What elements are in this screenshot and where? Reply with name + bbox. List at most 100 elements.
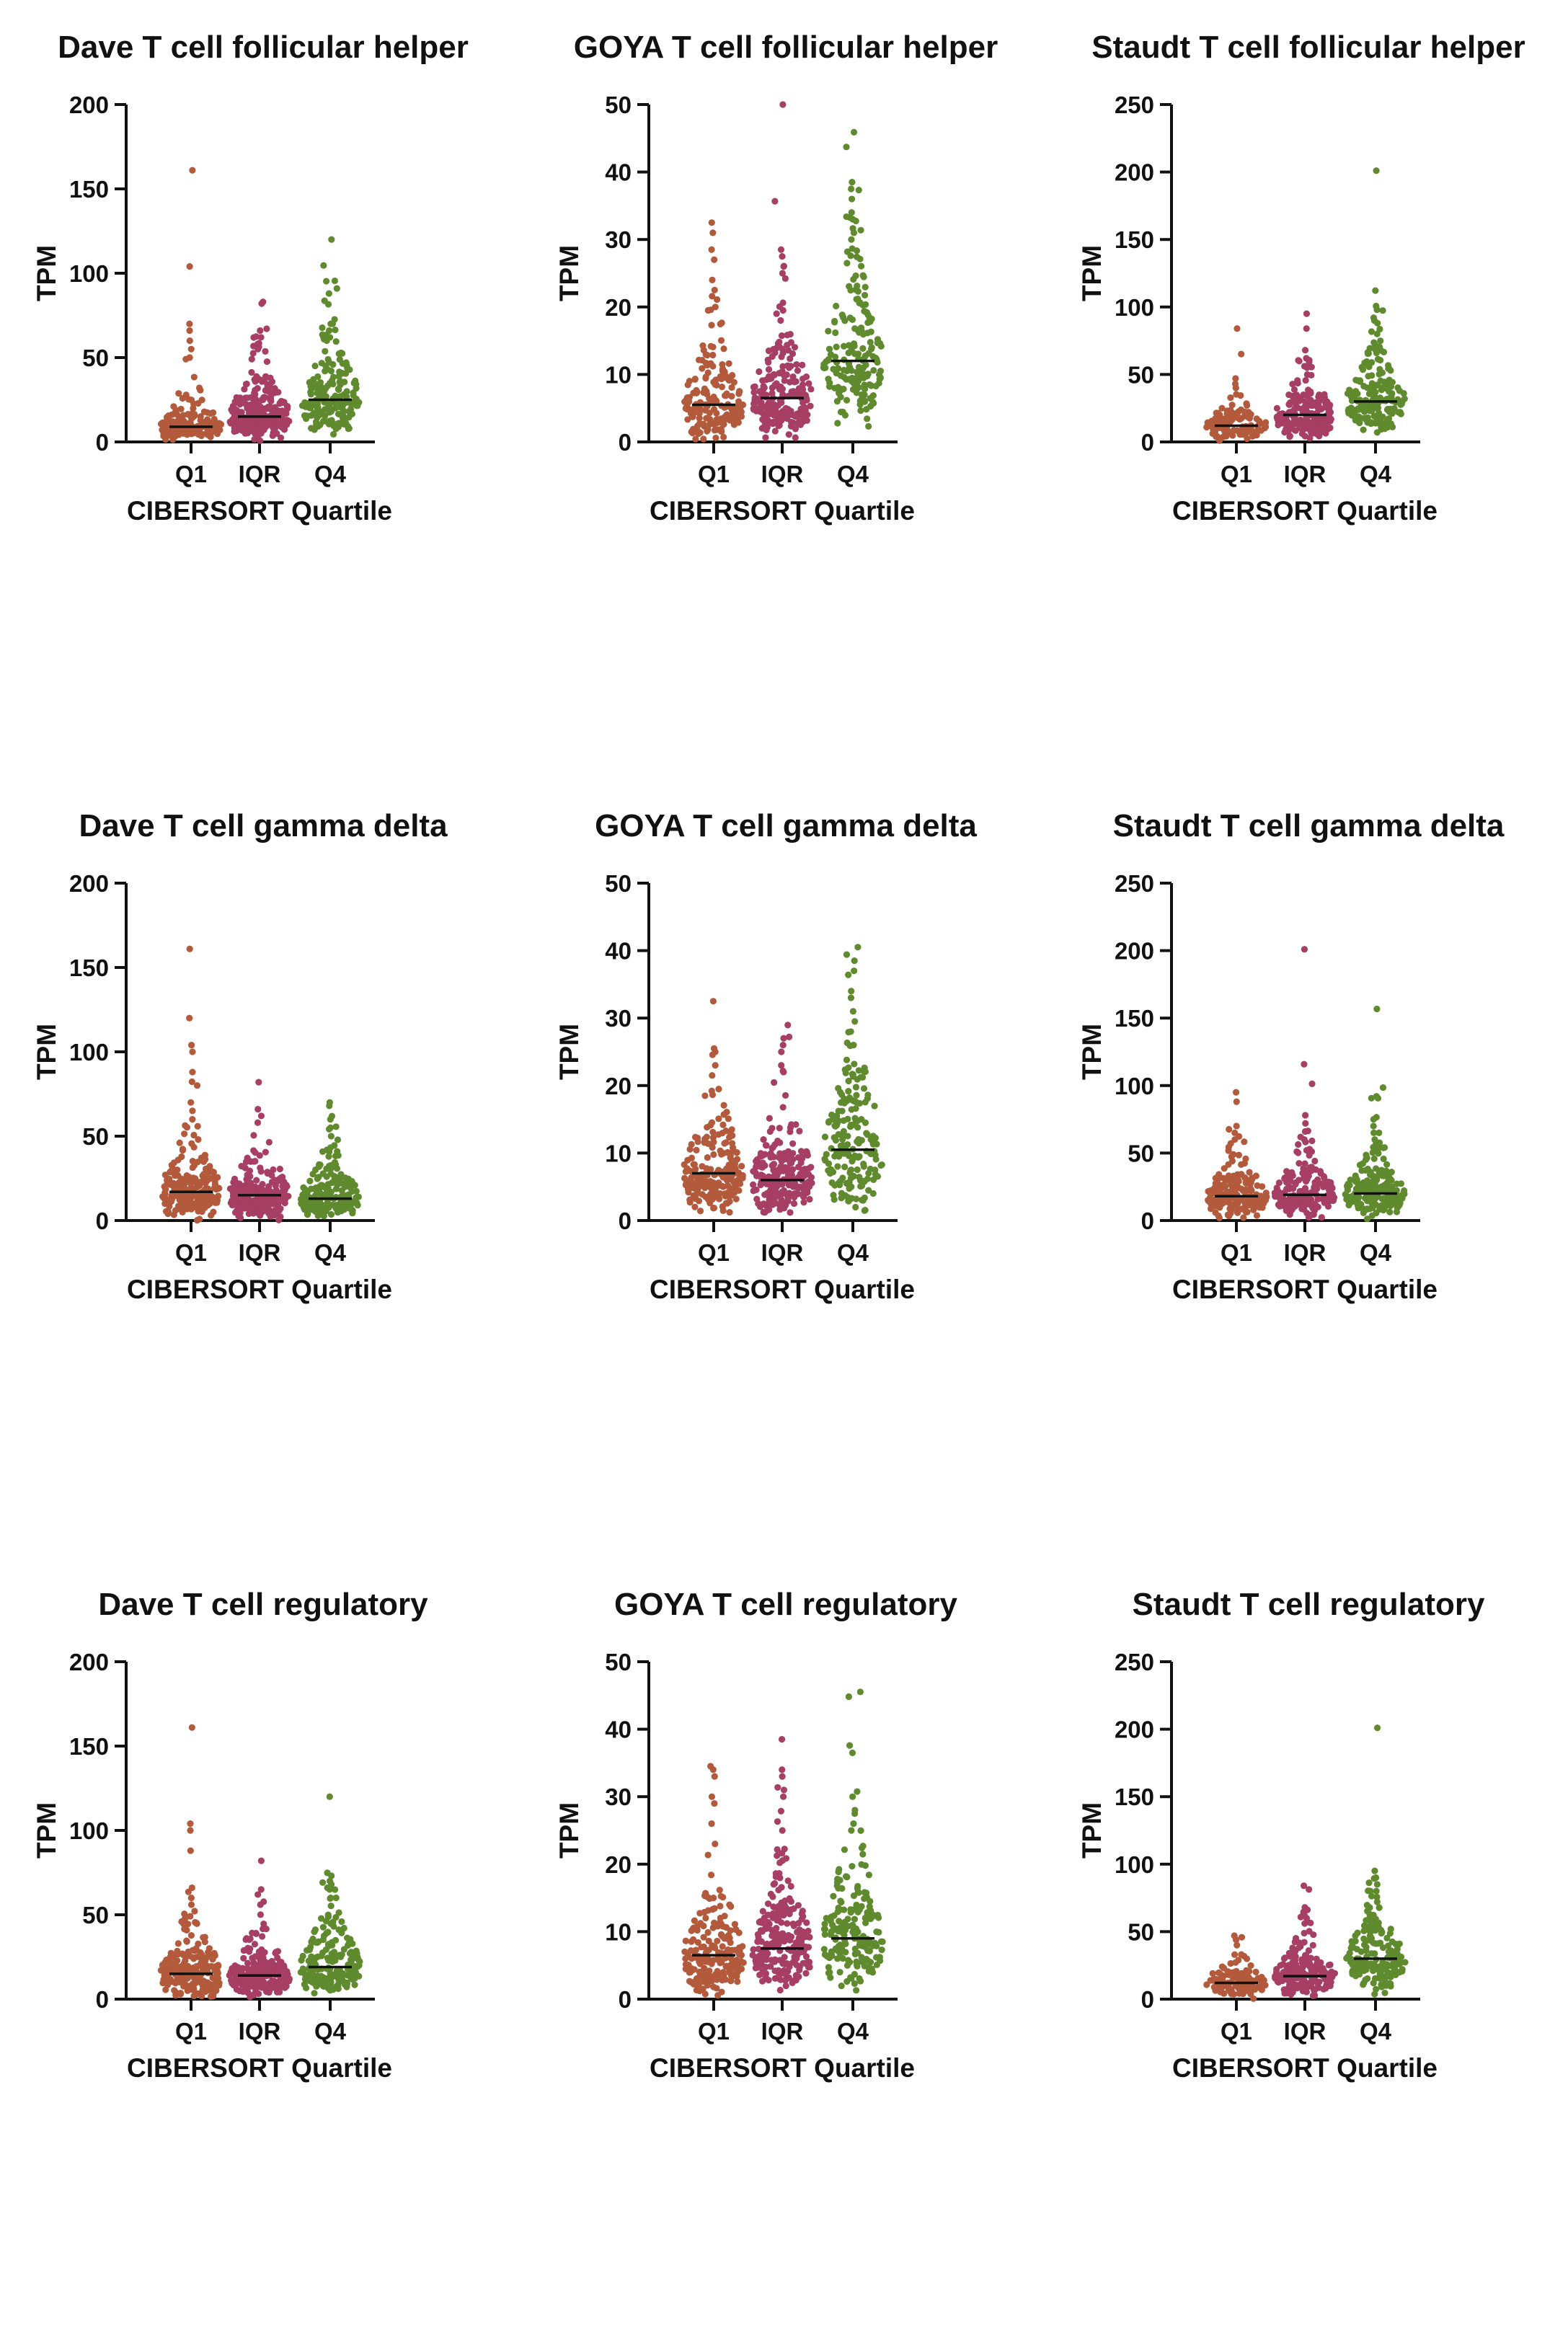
data-point: [729, 1132, 735, 1138]
data-point: [188, 1932, 195, 1939]
data-point: [183, 1938, 190, 1944]
data-point: [1364, 1177, 1370, 1184]
data-point: [718, 1893, 725, 1900]
data-point: [716, 1972, 722, 1979]
data-point: [178, 1176, 185, 1182]
data-point: [319, 360, 325, 366]
y-tick-label: 10: [605, 1140, 632, 1166]
data-point: [212, 1952, 218, 1959]
data-point: [310, 1203, 316, 1210]
data-point: [1295, 1141, 1301, 1148]
series-q4-points: [821, 1688, 886, 1993]
data-point: [1218, 405, 1225, 412]
data-point: [327, 1116, 334, 1122]
data-point: [240, 1955, 247, 1962]
y-tick-label: 200: [1115, 938, 1154, 965]
data-point: [717, 1887, 723, 1893]
data-point: [1303, 325, 1310, 332]
data-point: [1301, 1206, 1307, 1213]
data-point: [781, 1786, 787, 1793]
x-tick-label: Q1: [175, 461, 207, 487]
y-axis-title: TPM: [32, 1024, 61, 1080]
data-point: [325, 1913, 332, 1920]
data-point: [171, 1987, 177, 1993]
data-point: [857, 397, 864, 404]
data-point: [715, 1179, 722, 1186]
data-point: [701, 1970, 708, 1977]
data-point: [786, 1181, 792, 1187]
data-point: [299, 1197, 306, 1203]
data-point: [714, 296, 720, 303]
data-point: [771, 1079, 777, 1086]
data-point: [712, 304, 719, 310]
data-point: [198, 1993, 205, 1999]
data-point: [190, 1954, 196, 1960]
data-point: [796, 1926, 802, 1933]
data-point: [774, 311, 780, 317]
data-point: [189, 167, 195, 174]
data-point: [341, 1946, 347, 1952]
data-point: [718, 1988, 725, 1995]
data-point: [764, 1207, 771, 1213]
x-tick-label: IQR: [761, 461, 804, 487]
data-point: [319, 1879, 326, 1886]
data-point: [687, 1969, 694, 1975]
data-point: [215, 1975, 221, 1981]
data-point: [355, 1202, 361, 1208]
data-point: [864, 1176, 871, 1182]
data-point: [805, 1961, 812, 1967]
data-point: [344, 365, 350, 371]
data-point: [806, 1183, 812, 1190]
data-point: [265, 1963, 272, 1970]
data-point: [807, 1164, 814, 1170]
data-point: [782, 1092, 789, 1099]
data-point: [780, 307, 787, 314]
data-point: [862, 1915, 869, 1921]
data-point: [853, 1987, 859, 1993]
data-point: [733, 1196, 740, 1202]
data-point: [771, 1195, 777, 1202]
data-point: [853, 1117, 859, 1123]
data-point: [722, 1913, 728, 1919]
x-tick-label: IQR: [239, 461, 281, 487]
data-point: [314, 373, 321, 380]
data-point: [1319, 1214, 1325, 1221]
data-point: [770, 346, 776, 353]
data-point: [316, 1164, 322, 1170]
data-point: [177, 406, 184, 412]
data-point: [328, 1211, 335, 1218]
data-point: [182, 1915, 188, 1922]
data-point: [854, 1949, 861, 1956]
data-point: [840, 314, 846, 320]
data-point: [188, 1901, 195, 1908]
data-point: [711, 1800, 717, 1807]
data-point: [313, 421, 319, 428]
data-point: [1371, 1136, 1378, 1143]
data-point: [253, 1177, 260, 1184]
y-tick-label: 150: [69, 955, 109, 981]
data-point: [1285, 391, 1292, 398]
data-point: [843, 1180, 850, 1187]
data-point: [332, 1202, 339, 1208]
data-point: [1246, 1169, 1252, 1176]
chart-title: Staudt T cell gamma delta: [1113, 808, 1505, 843]
data-point: [189, 1048, 195, 1055]
data-point: [788, 1883, 794, 1890]
data-point: [162, 436, 169, 443]
data-point: [865, 350, 872, 356]
data-point: [1381, 1156, 1387, 1162]
data-point: [851, 1060, 857, 1067]
x-tick-label: Q4: [837, 2018, 869, 2045]
data-point: [826, 384, 833, 390]
data-point: [834, 1876, 841, 1882]
data-point: [772, 1182, 779, 1188]
data-point: [346, 1972, 353, 1978]
x-tick-label: Q4: [314, 1239, 347, 1266]
data-point: [848, 1175, 854, 1182]
y-axis-title: TPM: [554, 1802, 584, 1859]
data-point: [1295, 1160, 1302, 1166]
data-point: [846, 376, 852, 382]
data-point: [833, 344, 840, 350]
